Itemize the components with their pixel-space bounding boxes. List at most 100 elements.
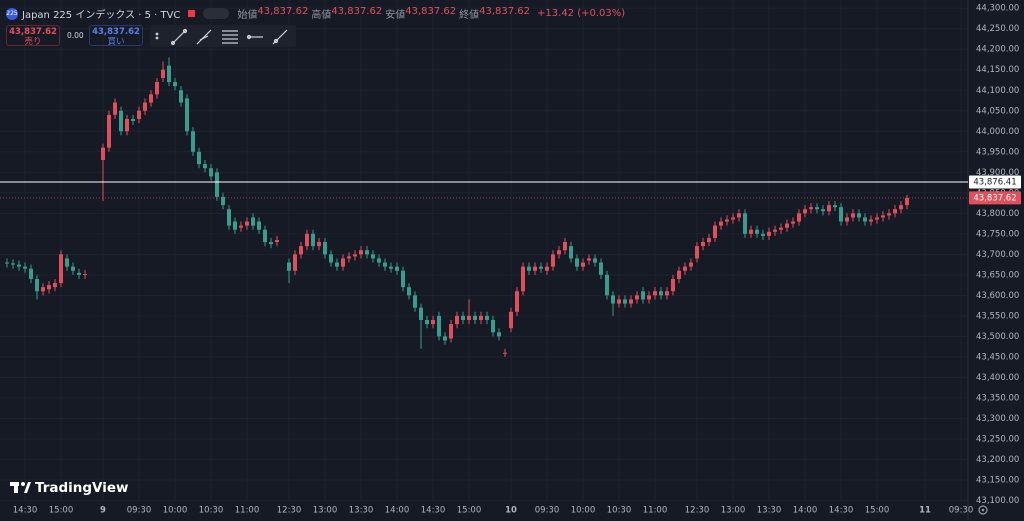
ohlc-value: 43,837.62 bbox=[405, 6, 457, 17]
x-tick-label: 10:00 bbox=[571, 506, 596, 516]
pill-buttons[interactable] bbox=[203, 8, 230, 19]
candle-body bbox=[341, 258, 345, 267]
candle-body bbox=[353, 254, 357, 257]
y-tick-label: 43,450.00 bbox=[976, 352, 1019, 362]
gear-center bbox=[981, 508, 985, 512]
candle-body bbox=[329, 254, 333, 263]
candle-body bbox=[191, 131, 195, 152]
candle-body bbox=[419, 307, 423, 320]
y-tick-label: 44,250.00 bbox=[976, 24, 1019, 34]
candle-body bbox=[197, 151, 201, 165]
candle-body bbox=[155, 82, 159, 95]
sell-button[interactable]: 43,837.62 売り bbox=[6, 25, 60, 47]
logo-mark bbox=[21, 482, 25, 486]
candle-body bbox=[563, 242, 567, 251]
y-tick-label: 43,550.00 bbox=[976, 311, 1019, 321]
candle-body bbox=[293, 254, 297, 271]
symbol-icon: 225 bbox=[6, 7, 18, 20]
price-label: 43,876.41 bbox=[973, 177, 1016, 187]
candle-body bbox=[701, 242, 705, 247]
candle-body bbox=[185, 98, 189, 132]
candle-body bbox=[593, 258, 597, 263]
candle-body bbox=[545, 266, 549, 271]
candle-body bbox=[875, 217, 879, 220]
candle-body bbox=[221, 196, 225, 206]
toolbar-icons bbox=[155, 28, 288, 46]
candle-body bbox=[611, 295, 615, 304]
y-tick-label: 43,950.00 bbox=[976, 147, 1019, 157]
candle-body bbox=[857, 213, 861, 218]
candle-body bbox=[707, 237, 711, 243]
candle-body bbox=[335, 262, 339, 267]
candle-body bbox=[629, 299, 633, 304]
candle-body bbox=[47, 285, 51, 290]
y-tick-label: 44,200.00 bbox=[976, 45, 1019, 55]
candle-body bbox=[377, 258, 381, 263]
candle-body bbox=[35, 278, 39, 292]
candle-body bbox=[713, 225, 717, 238]
candle-body bbox=[83, 274, 87, 276]
candle-body bbox=[881, 215, 885, 218]
candle-body bbox=[641, 291, 645, 300]
ohlc-label: 始値 bbox=[237, 10, 258, 21]
y-tick-label: 43,800.00 bbox=[976, 209, 1019, 219]
grid bbox=[0, 0, 968, 501]
x-tick-label: 13:00 bbox=[721, 506, 746, 516]
x-tick-label: 14:30 bbox=[829, 506, 854, 516]
candle-body bbox=[11, 263, 15, 265]
candle-body bbox=[833, 205, 837, 208]
ohlc-label: 安値 bbox=[385, 10, 406, 21]
candle-body bbox=[773, 229, 777, 232]
candle-body bbox=[647, 295, 651, 300]
x-tick-label: 11:00 bbox=[643, 506, 668, 516]
sell-price: 43,837.62 bbox=[9, 27, 57, 37]
candle-body bbox=[305, 233, 309, 247]
candle-body bbox=[809, 207, 813, 210]
candle-body bbox=[359, 250, 363, 255]
candle-body bbox=[101, 147, 105, 160]
candle-body bbox=[371, 254, 375, 259]
candle-body bbox=[23, 266, 27, 269]
candle-body bbox=[527, 266, 531, 271]
price-label: 43,837.62 bbox=[973, 193, 1016, 203]
drawing-toolbar[interactable] bbox=[150, 25, 296, 47]
candle-body bbox=[737, 213, 741, 218]
candle-body bbox=[797, 213, 801, 222]
candle-body bbox=[203, 164, 207, 169]
candle-body bbox=[287, 262, 291, 271]
gear[interactable] bbox=[978, 505, 988, 515]
candle-body bbox=[677, 270, 681, 279]
y-tick-label: 43,250.00 bbox=[976, 434, 1019, 444]
candle-body bbox=[311, 233, 315, 247]
candle-body bbox=[5, 262, 9, 264]
y-tick-label: 43,200.00 bbox=[976, 455, 1019, 465]
candle-body bbox=[557, 250, 561, 255]
candle-body bbox=[683, 266, 687, 271]
candle-body bbox=[209, 168, 213, 177]
candle-body bbox=[791, 221, 795, 224]
candle-body bbox=[767, 231, 771, 236]
candle-body bbox=[887, 213, 891, 216]
candle-body bbox=[815, 207, 819, 210]
candle-body bbox=[533, 266, 537, 271]
candle-body bbox=[65, 258, 69, 267]
plot-bg bbox=[0, 0, 968, 521]
candle-body bbox=[785, 223, 789, 228]
x-tick-label: 14:30 bbox=[421, 506, 446, 516]
x-tick-label: 10 bbox=[505, 506, 517, 516]
y-tick-label: 43,350.00 bbox=[976, 393, 1019, 403]
candle-body bbox=[395, 266, 399, 271]
candle-body bbox=[257, 221, 261, 230]
x-tick-label: 14:00 bbox=[793, 506, 818, 516]
symbol-title[interactable]: Japan 225 インデックス · 5 · TVC bbox=[22, 10, 181, 21]
x-tick-label: 12:30 bbox=[277, 506, 302, 516]
candle-body bbox=[113, 102, 117, 115]
candle-body bbox=[899, 205, 903, 210]
buy-button[interactable]: 43,837.62 買い bbox=[89, 25, 143, 47]
candle-body bbox=[269, 242, 273, 245]
settings-icon[interactable] bbox=[978, 505, 988, 515]
y-tick-label: 43,900.00 bbox=[976, 168, 1019, 178]
y-tick-label: 44,000.00 bbox=[976, 127, 1019, 137]
flag[interactable] bbox=[188, 10, 196, 17]
